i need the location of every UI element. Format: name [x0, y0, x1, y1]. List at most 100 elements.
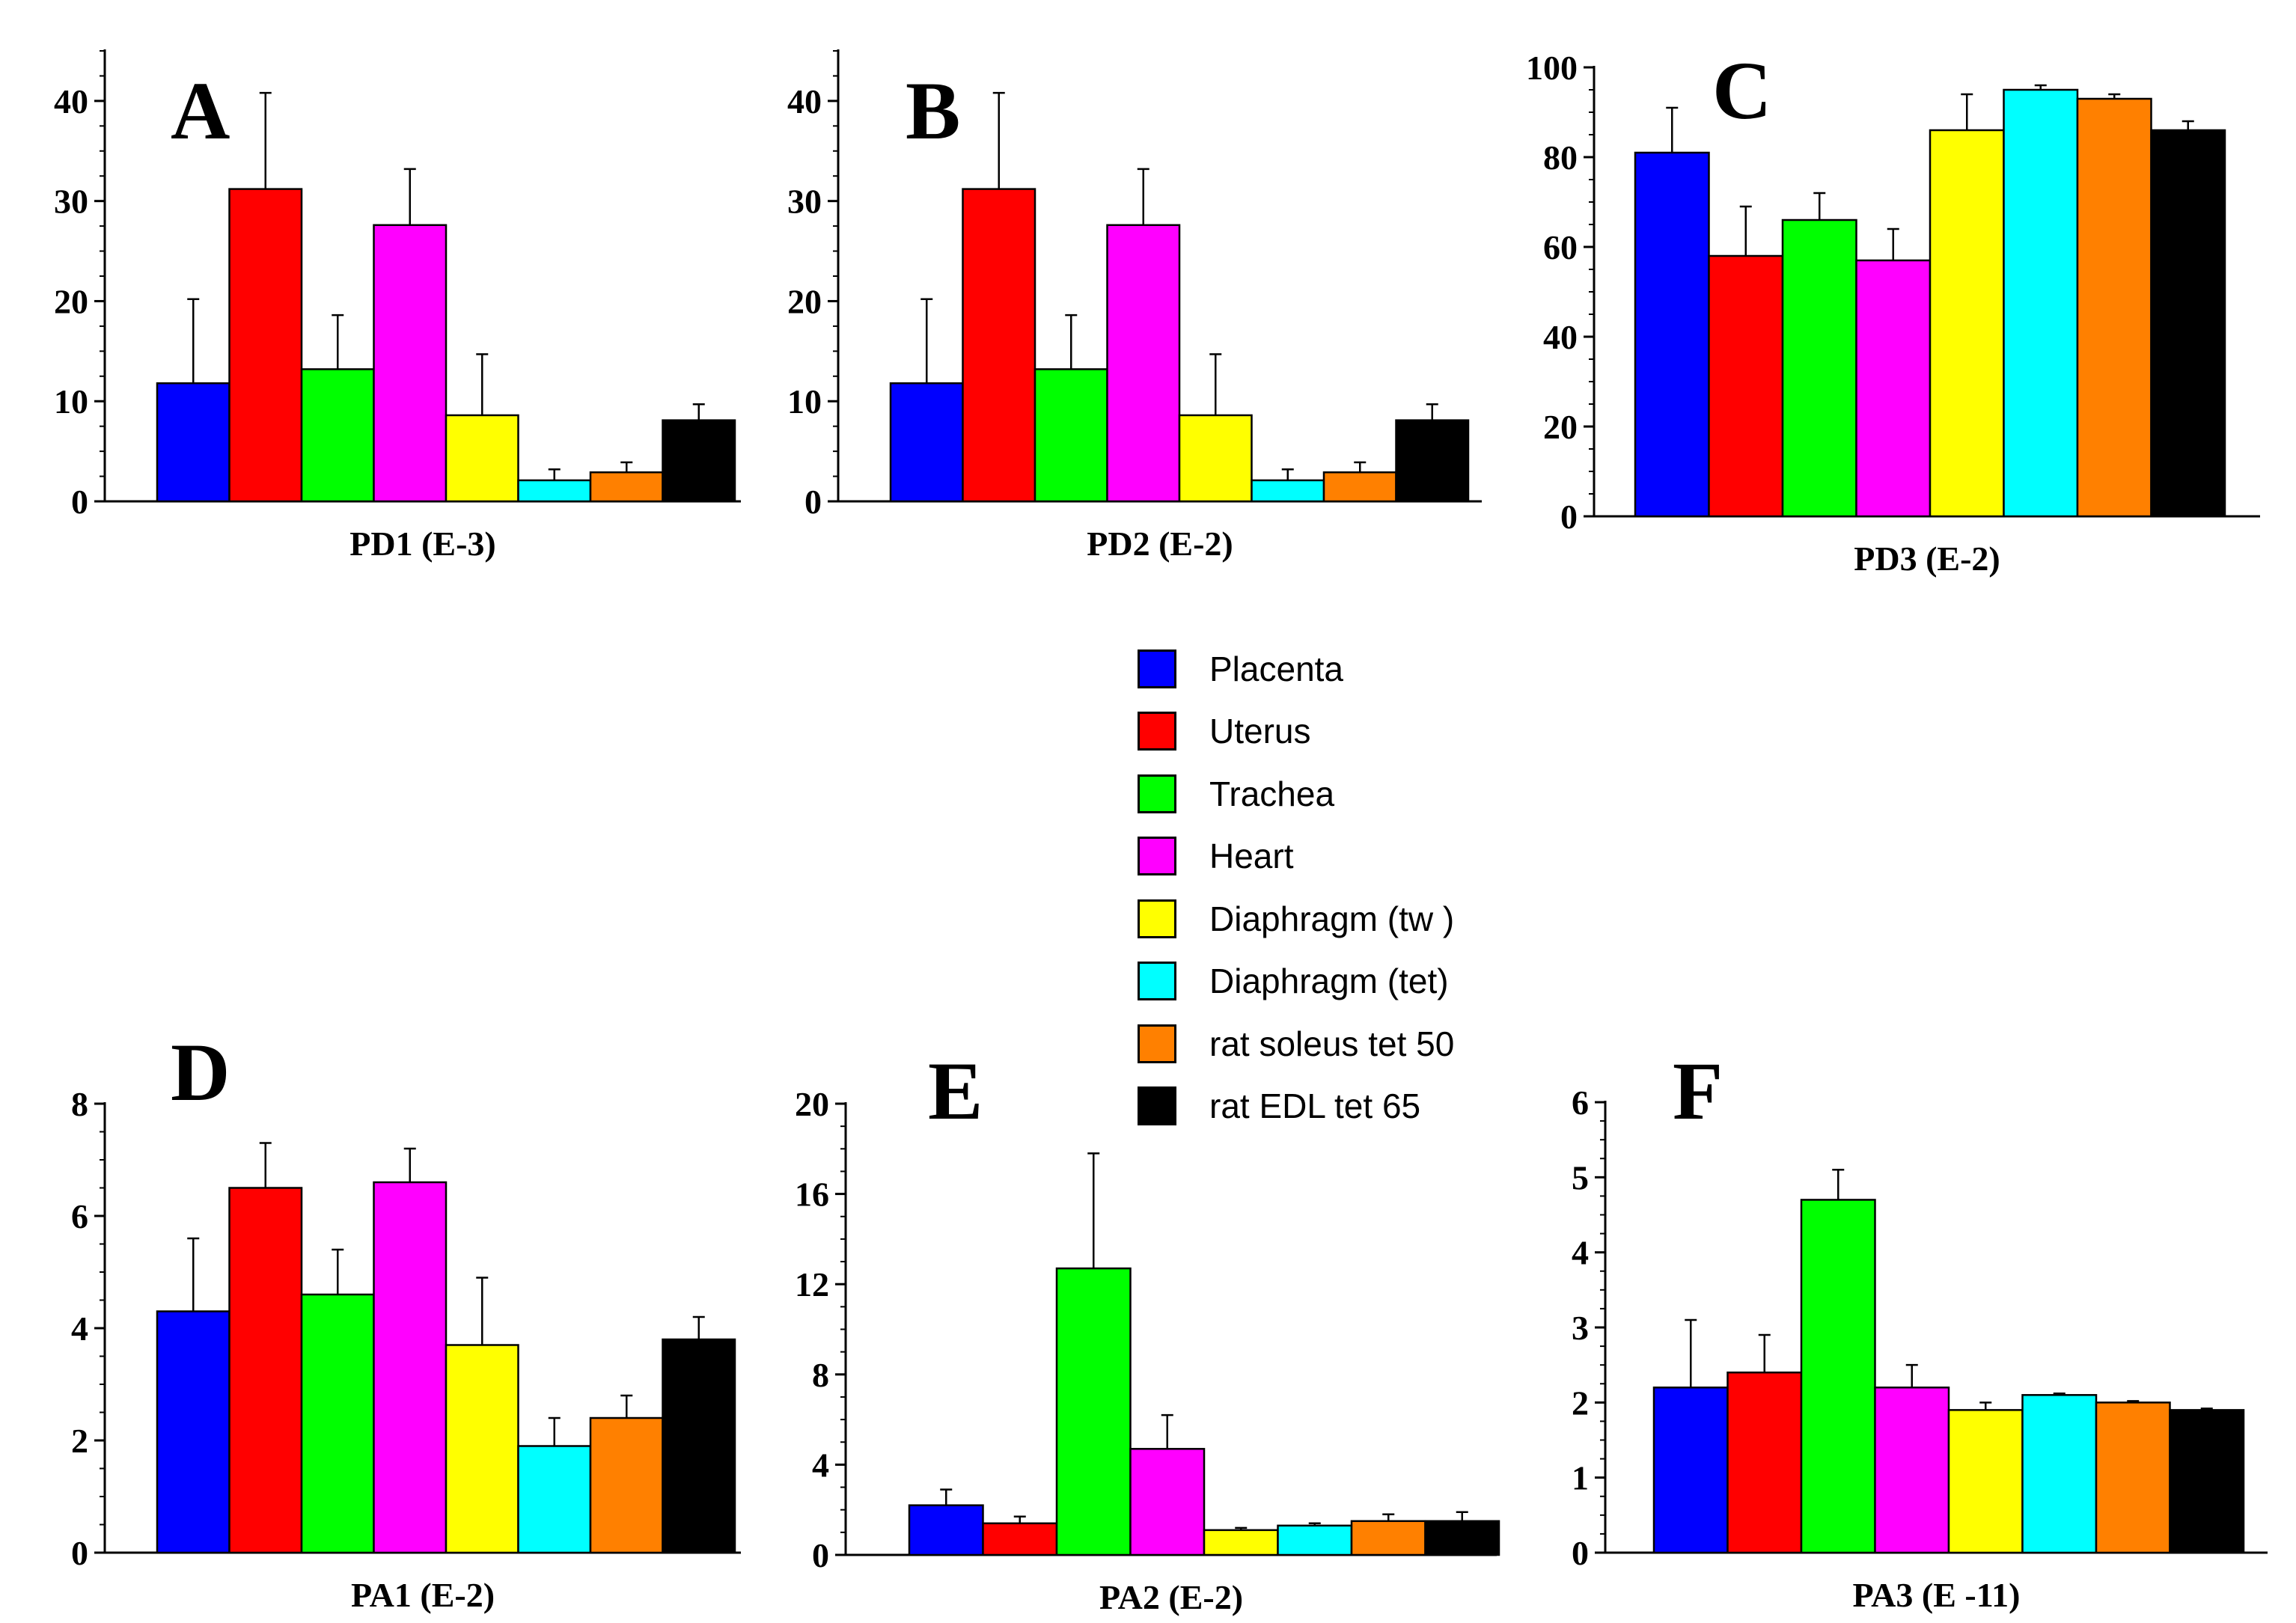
y-tick-label-a-1: 10	[54, 382, 88, 421]
x-label-d: PA1 (E-2)	[351, 1576, 495, 1614]
bar-a-2	[300, 368, 375, 503]
y-tick-label-d-2: 4	[71, 1309, 88, 1348]
bar-c-7	[2150, 129, 2226, 518]
bar-e-0	[908, 1504, 984, 1556]
legend-label-rat-soleus: rat soleus tet 50	[1209, 1024, 1455, 1063]
bar-a-7	[662, 419, 736, 503]
y-tick-label-d-4: 8	[71, 1085, 88, 1123]
bar-d-1	[228, 1187, 303, 1554]
bar-a-5	[517, 479, 592, 503]
y-tick-label-d-0: 0	[71, 1534, 88, 1572]
y-tick-label-e-5: 20	[795, 1085, 829, 1123]
panel-a: 0 10 20 30 40 PD1 (E-3) A	[54, 49, 741, 563]
bar-b-0	[889, 382, 964, 503]
y-tick-label-d-1: 2	[71, 1422, 88, 1460]
legend-item-heart: Heart	[1138, 825, 1542, 888]
y-tick-label-f-2: 2	[1572, 1384, 1589, 1422]
bar-e-6	[1350, 1520, 1426, 1556]
y-tick-label-c-5: 100	[1526, 49, 1578, 87]
panel-label-c: C	[1712, 45, 1771, 136]
bar-b-1	[962, 188, 1036, 503]
panel-label-b: B	[906, 65, 960, 156]
bar-d-5	[517, 1445, 592, 1554]
legend-item-rat-edl: rat EDL tet 65	[1138, 1075, 1542, 1138]
legend-swatch-rat-soleus	[1138, 1024, 1176, 1063]
y-tick-label-e-3: 12	[795, 1265, 829, 1303]
bar-f-0	[1652, 1387, 1729, 1554]
legend-item-uterus: Uterus	[1138, 700, 1542, 763]
bar-b-4	[1178, 414, 1253, 503]
y-tick-label-f-0: 0	[1572, 1534, 1589, 1572]
x-label-f: PA3 (E -11)	[1852, 1576, 2020, 1614]
legend-item-rat-soleus: rat soleus tet 50	[1138, 1012, 1542, 1075]
legend: Placenta Uterus Trachea Heart Diaphragm …	[1138, 638, 1542, 1137]
bar-f-7	[2169, 1409, 2245, 1554]
bar-b-6	[1322, 471, 1397, 503]
panel-b: 0 10 20 30 40 PD2 (E-2) B	[787, 49, 1482, 563]
bar-d-6	[589, 1416, 664, 1554]
y-tick-label-f-3: 3	[1572, 1309, 1589, 1347]
y-tick-label-b-4: 40	[787, 82, 822, 120]
panel-c: 0 20 40 60 80 100 PD3 (E-2) C	[1526, 45, 2260, 578]
legend-swatch-trachea	[1138, 774, 1176, 813]
x-label-a: PD1 (E-3)	[349, 525, 495, 563]
y-tick-label-f-1: 1	[1572, 1459, 1589, 1497]
y-tick-label-a-4: 40	[54, 82, 88, 120]
y-tick-label-e-4: 16	[795, 1176, 829, 1214]
bar-b-2	[1033, 368, 1108, 503]
y-tick-label-d-3: 6	[71, 1197, 88, 1235]
legend-swatch-placenta	[1138, 649, 1176, 688]
legend-label-rat-edl: rat EDL tet 65	[1209, 1086, 1421, 1126]
bar-b-7	[1395, 419, 1470, 503]
legend-label-diaphragm-tet: Diaphragm (tet)	[1209, 962, 1449, 1001]
legend-item-trachea: Trachea	[1138, 762, 1542, 825]
bar-b-3	[1106, 224, 1181, 503]
bar-c-5	[2003, 88, 2079, 518]
y-tick-label-c-2: 40	[1543, 318, 1578, 356]
bar-f-5	[2021, 1394, 2098, 1554]
legend-label-trachea: Trachea	[1209, 774, 1335, 813]
bar-d-3	[373, 1181, 448, 1554]
y-tick-label-f-4: 4	[1572, 1234, 1589, 1272]
bar-a-3	[373, 224, 448, 503]
y-tick-label-b-0: 0	[804, 483, 822, 521]
legend-label-diaphragm-tw: Diaphragm (tw )	[1209, 899, 1455, 938]
y-tick-label-b-2: 20	[787, 282, 822, 320]
bar-c-6	[2076, 97, 2152, 518]
bar-e-5	[1277, 1524, 1353, 1556]
bar-f-6	[2095, 1402, 2171, 1554]
legend-swatch-rat-edl	[1138, 1086, 1176, 1126]
legend-swatch-diaphragm-tet	[1138, 962, 1176, 1001]
bar-d-4	[445, 1344, 519, 1554]
legend-item-diaphragm-tet: Diaphragm (tet)	[1138, 950, 1542, 1013]
bar-c-0	[1634, 151, 1710, 518]
panel-label-d: D	[171, 1027, 230, 1118]
y-tick-label-a-2: 20	[54, 282, 88, 320]
y-tick-label-f-5: 5	[1572, 1158, 1589, 1196]
x-label-c: PD3 (E-2)	[1854, 540, 2000, 578]
bar-a-1	[228, 188, 303, 503]
bar-e-4	[1203, 1529, 1279, 1556]
bar-b-5	[1251, 479, 1325, 503]
bar-f-1	[1726, 1371, 1803, 1554]
legend-swatch-diaphragm-tw	[1138, 899, 1176, 938]
y-tick-label-f-6: 6	[1572, 1083, 1589, 1122]
panel-label-f: F	[1673, 1045, 1723, 1137]
legend-item-diaphragm-tw: Diaphragm (tw )	[1138, 887, 1542, 950]
legend-swatch-heart	[1138, 837, 1176, 876]
bar-c-4	[1929, 129, 2005, 518]
panel-e: 0 4 8 12 16 20 PA2 (E-2) E	[795, 1045, 1500, 1616]
panel-label-e: E	[928, 1045, 983, 1137]
legend-swatch-uterus	[1138, 712, 1176, 751]
bar-d-0	[156, 1310, 230, 1554]
y-tick-label-a-0: 0	[71, 483, 88, 521]
x-label-e: PA2 (E-2)	[1099, 1578, 1243, 1616]
bar-a-4	[445, 414, 519, 503]
bar-f-3	[1874, 1387, 1950, 1554]
bar-f-4	[1947, 1409, 2024, 1554]
y-tick-label-c-0: 0	[1560, 498, 1578, 536]
y-tick-label-b-1: 10	[787, 382, 822, 421]
bar-d-7	[662, 1338, 736, 1554]
y-tick-label-c-1: 20	[1543, 408, 1578, 446]
